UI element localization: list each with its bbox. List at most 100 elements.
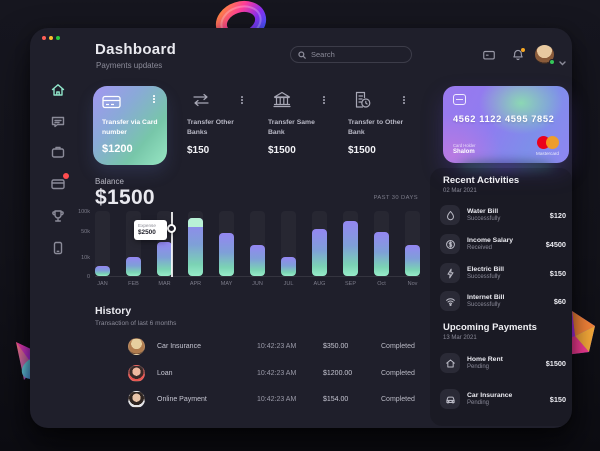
maximize-window-button[interactable] (56, 36, 60, 40)
transaction-status: Completed (381, 342, 415, 350)
transaction-amount: $1200.00 (323, 369, 353, 377)
card-menu-button[interactable] (320, 96, 328, 104)
bar-fill (157, 242, 172, 276)
activity-item-electric-bill[interactable]: Electric Bill Successfully $150 (440, 262, 566, 284)
transaction-time: 10:42:23 AM (257, 395, 297, 403)
x-axis-label: Nov (407, 281, 418, 287)
history-subtitle: Transaction of last 6 months (95, 320, 177, 327)
activity-amount: $150 (549, 268, 566, 278)
wallet-button[interactable] (482, 48, 496, 67)
bar-track[interactable] (374, 211, 389, 276)
profile-menu-button[interactable] (559, 53, 566, 71)
chat-icon (51, 116, 65, 128)
notification-dot (521, 48, 525, 52)
history-row[interactable]: Car Insurance 10:42:23 AM $350.00 Comple… (95, 336, 420, 356)
activity-amount: $120 (549, 210, 566, 220)
sidebar-item-mobile[interactable] (50, 240, 66, 256)
avatar (128, 337, 145, 355)
transfer-card-amount: $1500 (268, 144, 296, 156)
card-menu-button[interactable] (150, 95, 158, 103)
tooltip-guide-line (171, 212, 173, 277)
history-row[interactable]: Loan 10:42:23 AM $1200.00 Completed (95, 363, 420, 383)
bar-track[interactable] (188, 211, 203, 276)
upcoming-item-car-insurance[interactable]: Car Insurance Pending $150 (440, 388, 566, 410)
x-axis-label: JUN (252, 281, 263, 287)
sidebar-item-briefcase[interactable] (50, 144, 66, 160)
bar-track[interactable] (405, 211, 420, 276)
transfer-card-to-other-bank[interactable]: Transfer to Other Bank $1500 (348, 90, 410, 156)
search-icon (298, 50, 306, 59)
tooltip-label: Expense (138, 223, 156, 228)
activity-item-internet-bill[interactable]: Internet Bill Successfully $60 (440, 290, 566, 312)
activity-item-water-bill[interactable]: Water Bill Successfully $120 (440, 204, 566, 226)
water-drop-icon (446, 210, 454, 220)
bar-track[interactable] (95, 211, 110, 276)
sidebar (30, 28, 82, 428)
notifications-button[interactable] (511, 48, 525, 67)
bar-track[interactable] (219, 211, 234, 276)
x-axis-label: AUG (313, 281, 326, 287)
credit-card[interactable]: 4562 1122 4595 7852 Card Holder Shalom M… (443, 86, 569, 163)
transfer-card-label: Transfer to Other Bank (348, 119, 404, 136)
y-axis-tick: 100k (78, 209, 90, 215)
transaction-time: 10:42:23 AM (257, 342, 297, 350)
sidebar-item-cards[interactable] (50, 173, 69, 192)
activity-title: Electric Bill (467, 265, 505, 273)
minimize-window-button[interactable] (49, 36, 53, 40)
search-input[interactable]: Search (290, 46, 412, 63)
y-axis-tick: 0 (86, 274, 90, 280)
bar-fill (250, 244, 265, 276)
transfer-card-other-banks[interactable]: Transfer Other Banks $150 (187, 90, 249, 156)
card-menu-button[interactable] (238, 96, 246, 104)
transfer-card-label: Transfer Other Banks (187, 119, 234, 136)
sidebar-item-rewards[interactable] (50, 208, 66, 224)
transfer-card-via-card-number[interactable]: Transfer via Card number $1200 (93, 86, 167, 165)
balance-value: $1500 (95, 186, 155, 209)
sidebar-item-messages[interactable] (50, 114, 66, 130)
transfer-card-same-bank[interactable]: Transfer Same Bank $1500 (268, 90, 330, 156)
page-title: Dashboard (95, 41, 177, 58)
bar-fill (312, 229, 327, 276)
user-avatar[interactable] (535, 45, 555, 65)
bar-track[interactable] (250, 211, 265, 276)
transfer-card-amount: $1500 (348, 144, 376, 156)
upcoming-item-home-rent[interactable]: Home Rent Pending $1500 (440, 352, 566, 374)
transaction-time: 10:42:23 AM (257, 369, 297, 377)
activity-title: Income Salary (467, 236, 514, 244)
bar-fill (126, 256, 141, 276)
recent-activities-date: 02 Mar 2021 (443, 188, 477, 194)
search-placeholder: Search (311, 50, 335, 59)
transfer-arrows-icon (193, 93, 209, 107)
transfer-card-amount: $150 (187, 144, 210, 156)
x-axis-label: MAR (158, 281, 171, 287)
chart-tooltip: Expense $2500 (134, 220, 167, 240)
transfer-card-label: Transfer Same Bank (268, 119, 315, 136)
credit-card-icon (102, 95, 121, 109)
transaction-name: Online Payment (157, 395, 207, 403)
wifi-icon (445, 297, 455, 306)
sidebar-item-home[interactable] (50, 82, 66, 98)
card-holder-name: Shalom (453, 149, 475, 155)
bar-fill (374, 231, 389, 276)
invoice-icon (355, 91, 371, 108)
bar-track[interactable] (312, 211, 327, 276)
card-menu-button[interactable] (400, 96, 408, 104)
card-reflection (458, 161, 554, 172)
history-title: History (95, 305, 132, 317)
card-chip-icon (453, 94, 466, 105)
transaction-name: Loan (157, 369, 173, 377)
bell-icon (513, 49, 523, 61)
history-row[interactable]: Online Payment 10:42:23 AM $154.00 Compl… (95, 389, 420, 409)
bar-track[interactable] (281, 211, 296, 276)
credit-card-icon (51, 179, 65, 190)
bar-track[interactable] (343, 211, 358, 276)
x-axis-label: JAN (97, 281, 108, 287)
transaction-name: Car Insurance (157, 342, 201, 350)
activity-status: Successfully (467, 302, 501, 309)
x-axis-label: Oct (377, 281, 386, 287)
chevron-down-icon (559, 61, 566, 66)
activity-item-income-salary[interactable]: Income Salary Received $4500 (440, 233, 566, 255)
close-window-button[interactable] (42, 36, 46, 40)
payment-amount: $1500 (545, 358, 566, 368)
transfer-card-label: Transfer via Card number (102, 119, 158, 136)
